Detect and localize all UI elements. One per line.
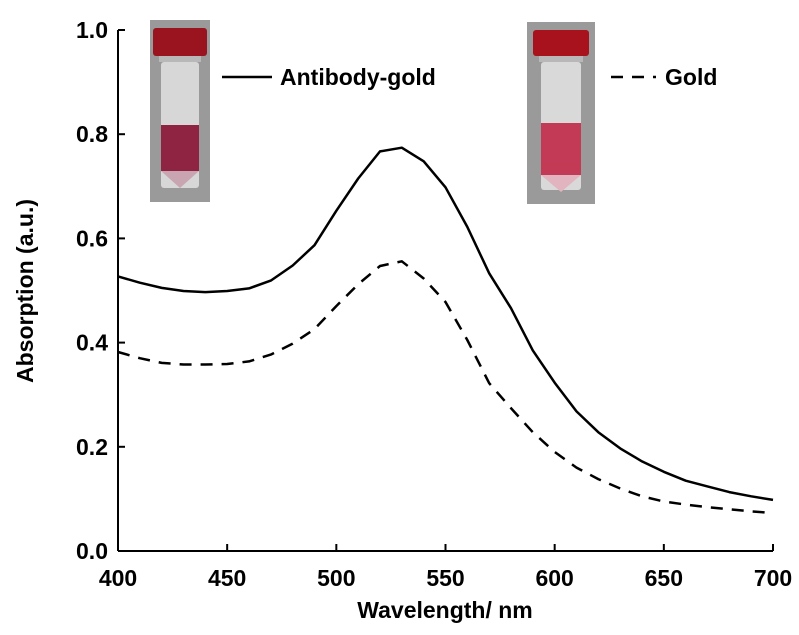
y-tick-label: 0.6 [76, 225, 108, 251]
y-tick-label: 0.0 [76, 538, 108, 564]
x-axis-title: Wavelength/ nm [357, 597, 533, 623]
x-tick-label: 700 [754, 565, 792, 591]
x-tick-label: 400 [99, 565, 137, 591]
y-tick-label: 0.8 [76, 121, 108, 147]
x-tick-label: 450 [208, 565, 246, 591]
x-tick-label: 500 [317, 565, 355, 591]
x-tick-label: 550 [426, 565, 464, 591]
series-layer [117, 146, 774, 515]
y-tick-label: 1.0 [76, 17, 108, 43]
legend-label-gold: Gold [665, 64, 717, 90]
gold-vial-photo [527, 22, 595, 204]
y-tick-label: 0.4 [76, 330, 108, 356]
series-line-antibody-gold [117, 146, 774, 502]
series-line-gold [117, 260, 774, 515]
x-tick-label: 600 [535, 565, 573, 591]
legend-label-antibody-gold: Antibody-gold [280, 64, 436, 90]
y-axis-title: Absorption (a.u.) [12, 199, 38, 383]
antibody-gold-vial-photo [150, 20, 210, 202]
x-tick-label: 650 [645, 565, 683, 591]
y-tick-label: 0.2 [76, 434, 108, 460]
y-ticks: 0.0 0.2 0.4 0.6 0.8 1.0 [76, 17, 125, 564]
x-ticks: 400 450 500 550 600 650 700 [99, 544, 792, 591]
